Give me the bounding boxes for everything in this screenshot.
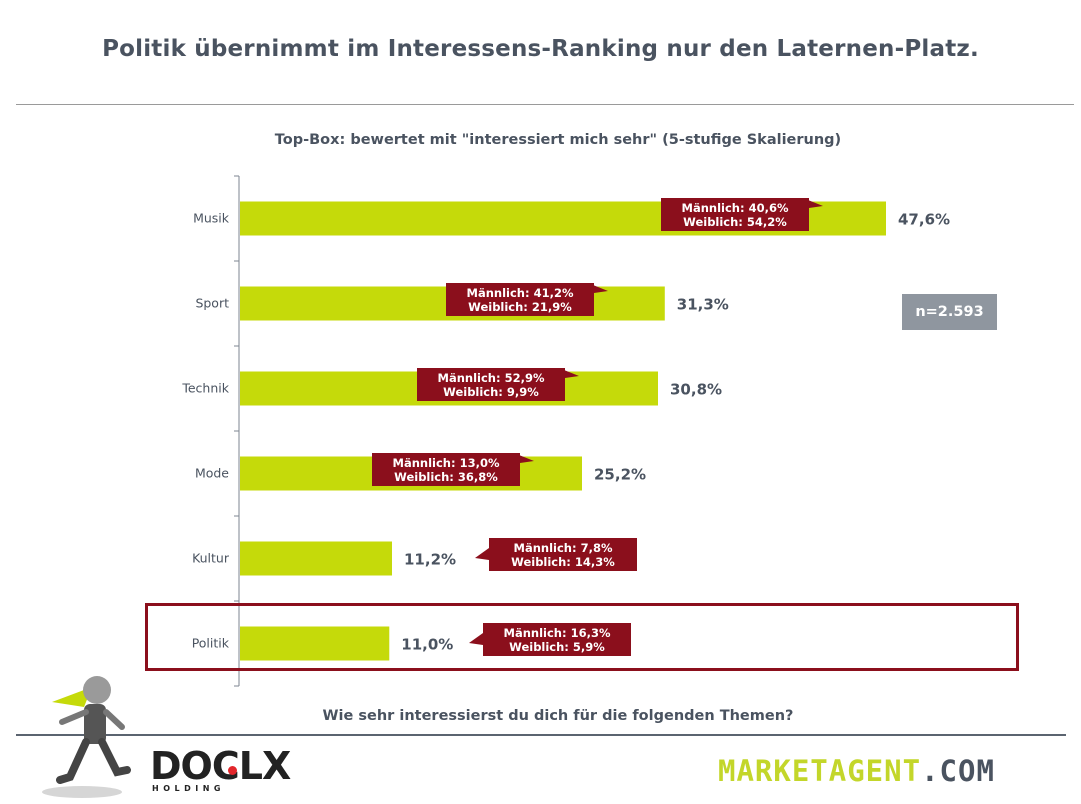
callout-tail [475,548,489,560]
survey-question: Wie sehr interessierst du dich für die f… [322,708,794,724]
callout-tail [469,633,483,645]
doclx-logo-dot [228,766,237,775]
marketagent-logo-green: MARKETAGENT [718,754,922,788]
bar-politik [240,626,390,661]
callout-female-text: Weiblich: 14,3% [511,555,615,569]
callout-female-text: Weiblich: 36,8% [394,470,498,484]
callout-male-text: Männlich: 40,6% [682,201,789,215]
category-label: Musik [193,211,230,226]
category-label: Mode [195,466,229,481]
doclx-logo-subtext: HOLDING [152,784,225,793]
callout-male-text: Männlich: 13,0% [393,456,500,470]
callout-male-text: Männlich: 16,3% [504,626,611,640]
gender-callout [489,538,637,571]
callout-female-text: Weiblich: 21,9% [468,300,572,314]
chart-subtitle: Top-Box: bewertet mit "interessiert mich… [274,132,842,148]
value-label: 31,3% [677,296,729,314]
politik-highlight-frame [145,603,1019,671]
gender-callout [661,198,809,231]
gender-callout [417,368,565,401]
sample-size-badge: n=2.593 [902,294,997,330]
gender-callout [446,283,594,316]
value-label: 11,0% [401,636,453,654]
marketagent-logo: MARKETAGENT.COM [718,754,995,788]
category-label: Sport [195,296,229,311]
marketagent-logo-dark: .COM [921,754,995,788]
category-label: Technik [181,381,229,396]
gender-callout [372,453,520,486]
callout-male-text: Männlich: 52,9% [438,371,545,385]
callout-female-text: Weiblich: 54,2% [683,215,787,229]
callout-male-text: Männlich: 7,8% [514,541,613,555]
callout-female-text: Weiblich: 9,9% [443,385,539,399]
callout-female-text: Weiblich: 5,9% [509,640,605,654]
header-divider [16,104,1074,105]
bar-kultur [240,541,392,576]
value-label: 25,2% [594,466,646,484]
value-label: 11,2% [404,551,456,569]
category-label: Kultur [192,551,230,566]
category-label: Politik [192,636,230,651]
doclx-logo: DOCLX HOLDING [150,744,300,800]
value-label: 47,6% [898,211,950,229]
footer-divider [16,734,1066,736]
value-label: 30,8% [670,381,722,399]
page-title: Politik übernimmt im Interessens-Ranking… [102,36,979,62]
callout-male-text: Männlich: 41,2% [467,286,574,300]
gender-callout [483,623,631,656]
mascot-icon [42,676,131,798]
doclx-logo-text: DOCLX [150,744,291,788]
